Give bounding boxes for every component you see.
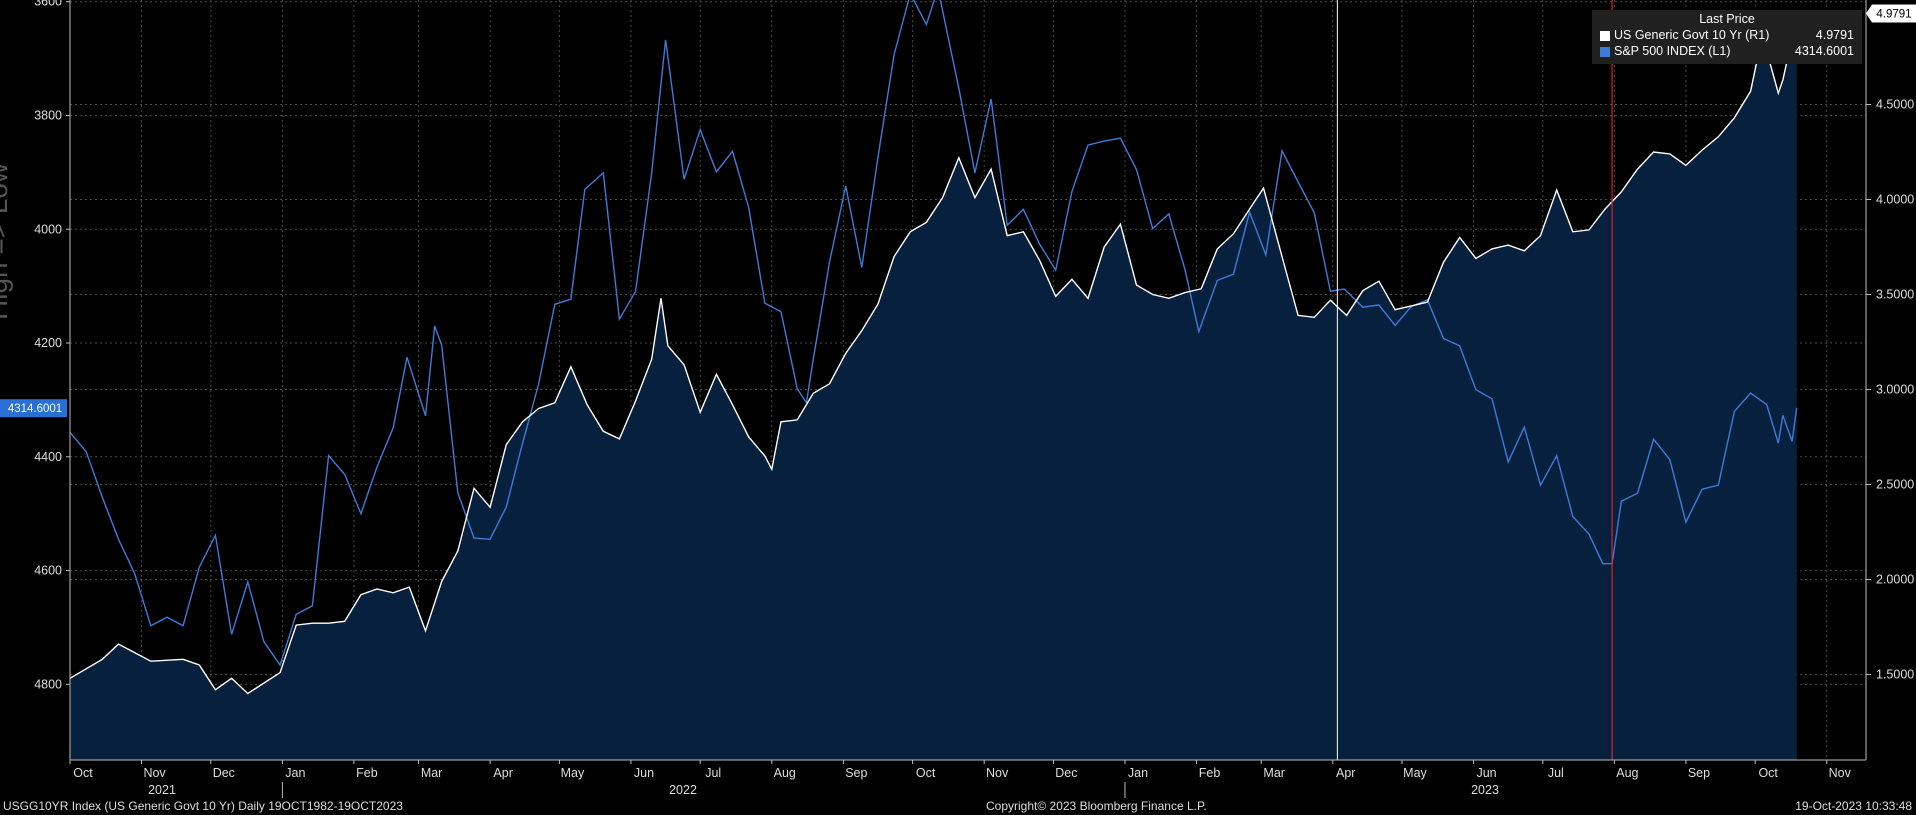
- footer-timestamp: 19-Oct-2023 10:33:48: [1795, 799, 1912, 813]
- x-tick-label: Jan: [1128, 766, 1148, 780]
- x-tick-label: Feb: [1199, 766, 1221, 780]
- spx-last-tag-label: 4314.6001: [8, 403, 62, 415]
- x-tick-label: Sep: [1688, 766, 1710, 780]
- legend-header: Last Price: [1699, 12, 1755, 26]
- left-tick-label: 4800: [34, 677, 62, 691]
- legend-name-spx: S&P 500 INDEX (L1): [1614, 44, 1731, 58]
- x-tick-label: Jan: [285, 766, 305, 780]
- x-tick-label: Aug: [774, 766, 796, 780]
- x-axis-ticks: Oct Nov Dec Jan Feb Mar Apr May Jun Jul Aug Sep Oct N…: [69, 760, 1852, 798]
- x-year-label: 2021: [148, 783, 176, 797]
- x-year-label: 2022: [669, 783, 697, 797]
- x-tick-label: Jun: [634, 766, 654, 780]
- legend-swatch-yield: [1600, 31, 1610, 41]
- left-tick-label: 4000: [34, 222, 62, 236]
- x-tick-label: Oct: [73, 766, 93, 780]
- yield-last-tag: [1866, 4, 1916, 23]
- right-axis-ticks: 1.5000 2.0000 2.5000 3.0000 3.5000 4.0000 4.50…: [1866, 98, 1914, 682]
- axes: [69, 0, 1867, 761]
- left-tick-label: 4600: [34, 564, 62, 578]
- legend-item-yield: US Generic Govt 10 Yr (R1) 4.9791: [1600, 28, 1854, 44]
- right-tick-label: 3.5000: [1876, 288, 1914, 302]
- left-axis-ticks: 3600 3800 4000 4200 4400 4600 4800: [34, 0, 70, 691]
- footer-ticker: USGG10YR Index (US Generic Govt 10 Yr) D…: [3, 799, 403, 813]
- right-tick-label: 3.0000: [1876, 383, 1914, 397]
- x-tick-label: Jun: [1476, 766, 1496, 780]
- legend-value-yield: 4.9791: [1815, 28, 1854, 42]
- x-tick-label: Oct: [1758, 766, 1778, 780]
- left-axis-title: High => Low: [0, 162, 13, 320]
- x-tick-label: Sep: [845, 766, 867, 780]
- legend-value-spx: 4314.6001: [1794, 44, 1854, 58]
- x-tick-label: Jul: [705, 766, 721, 780]
- right-tick-label: 2.0000: [1876, 573, 1914, 587]
- x-tick-label: Apr: [493, 766, 512, 780]
- yield-area-fill: [70, 13, 1797, 761]
- x-year-label: 2023: [1471, 783, 1499, 797]
- footer-copyright: Copyright© 2023 Bloomberg Finance L.P.: [986, 799, 1207, 813]
- yield-last-tag-label: 4.9791: [1876, 8, 1911, 20]
- legend-name-yield: US Generic Govt 10 Yr (R1): [1614, 28, 1770, 42]
- left-tick-label: 4200: [34, 336, 62, 350]
- x-tick-label: Jul: [1548, 766, 1564, 780]
- spx-series-line: [69, 0, 1798, 667]
- x-tick-label: Dec: [213, 766, 235, 780]
- right-tick-label: 1.5000: [1876, 668, 1914, 682]
- x-tick-label: May: [1403, 766, 1427, 780]
- left-tick-label: 3600: [34, 0, 62, 9]
- right-tick-label: 2.5000: [1876, 478, 1914, 492]
- x-tick-label: Nov: [1829, 766, 1852, 780]
- last-value-tags: 4.9791 4314.6001: [0, 4, 1916, 418]
- x-tick-label: Oct: [916, 766, 936, 780]
- x-tick-label: May: [561, 766, 585, 780]
- legend-swatch-spx: [1600, 47, 1610, 57]
- x-tick-label: Feb: [356, 766, 378, 780]
- yield-series-line: [69, 13, 1798, 695]
- left-tick-label: 4400: [34, 450, 62, 464]
- x-tick-label: Apr: [1336, 766, 1355, 780]
- legend-item-spx: S&P 500 INDEX (L1) 4314.6001: [1600, 44, 1854, 60]
- right-tick-label: 4.0000: [1876, 193, 1914, 207]
- left-tick-label: 3800: [34, 108, 62, 122]
- x-tick-label: Mar: [421, 766, 443, 780]
- x-tick-label: Nov: [143, 766, 166, 780]
- x-tick-label: Dec: [1055, 766, 1077, 780]
- legend: Last Price US Generic Govt 10 Yr (R1) 4.…: [1592, 10, 1862, 64]
- x-tick-label: Mar: [1263, 766, 1285, 780]
- x-tick-label: Aug: [1616, 766, 1638, 780]
- x-tick-label: Nov: [986, 766, 1009, 780]
- spx-last-tag: [0, 399, 67, 418]
- right-tick-label: 4.5000: [1876, 98, 1914, 112]
